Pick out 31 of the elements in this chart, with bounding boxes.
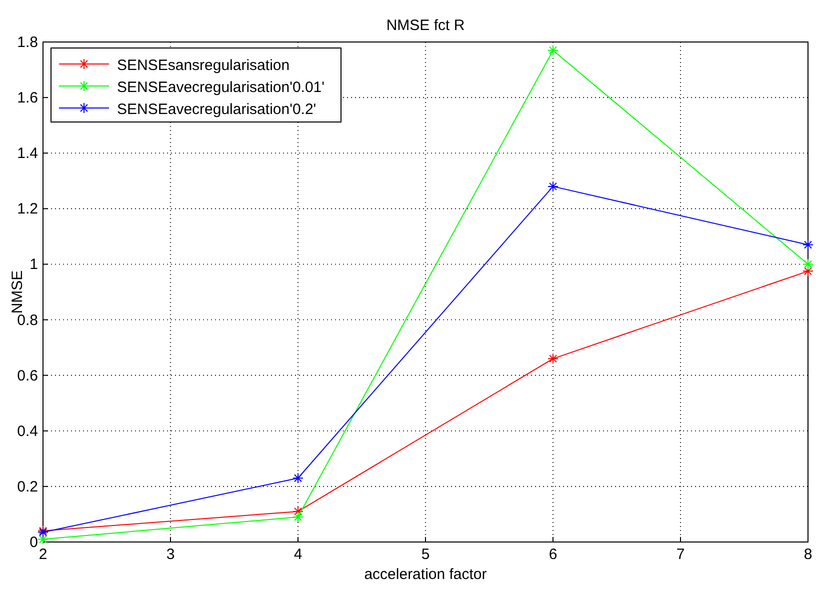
y-tick-label: 0.8 (17, 312, 38, 329)
x-tick-label: 6 (548, 546, 558, 563)
point (548, 44, 558, 56)
y-tick-label: 1.8 (17, 34, 38, 51)
y-tick-label: 1.2 (17, 200, 38, 218)
x-tick-label: 7 (676, 546, 685, 563)
y-tick-label: 1.6 (17, 90, 38, 107)
point (548, 180, 558, 192)
legend-label: SENSEavecregularisation'0.2' (117, 101, 316, 118)
legend-label: SENSEavecregularisation'0.01' (117, 79, 325, 96)
point (548, 353, 558, 364)
y-tick-label: 0.4 (17, 422, 38, 440)
y-tick-label: 0 (30, 534, 38, 551)
y-axis-title: NMSE (9, 270, 26, 314)
x-tick-label: 4 (294, 546, 302, 563)
chart-title: NMSE fct R (386, 17, 465, 34)
y-tick-label: 0.6 (17, 367, 38, 384)
y-tick-label: 1.4 (17, 145, 38, 162)
x-tick-label: 8 (804, 546, 812, 563)
point (802, 239, 814, 250)
y-tick-label: 1 (30, 256, 38, 274)
y-tick-label: 0.2 (17, 478, 38, 496)
point (292, 512, 304, 522)
point (802, 258, 814, 270)
point (292, 472, 304, 484)
x-tick-label: 3 (166, 546, 175, 563)
x-tick-label: 5 (421, 546, 430, 563)
legend-label: SENSEsansregularisation (117, 57, 290, 74)
x-tick-label: 2 (38, 546, 48, 563)
point (292, 506, 304, 517)
x-axis-title: acceleration factor (364, 566, 487, 583)
